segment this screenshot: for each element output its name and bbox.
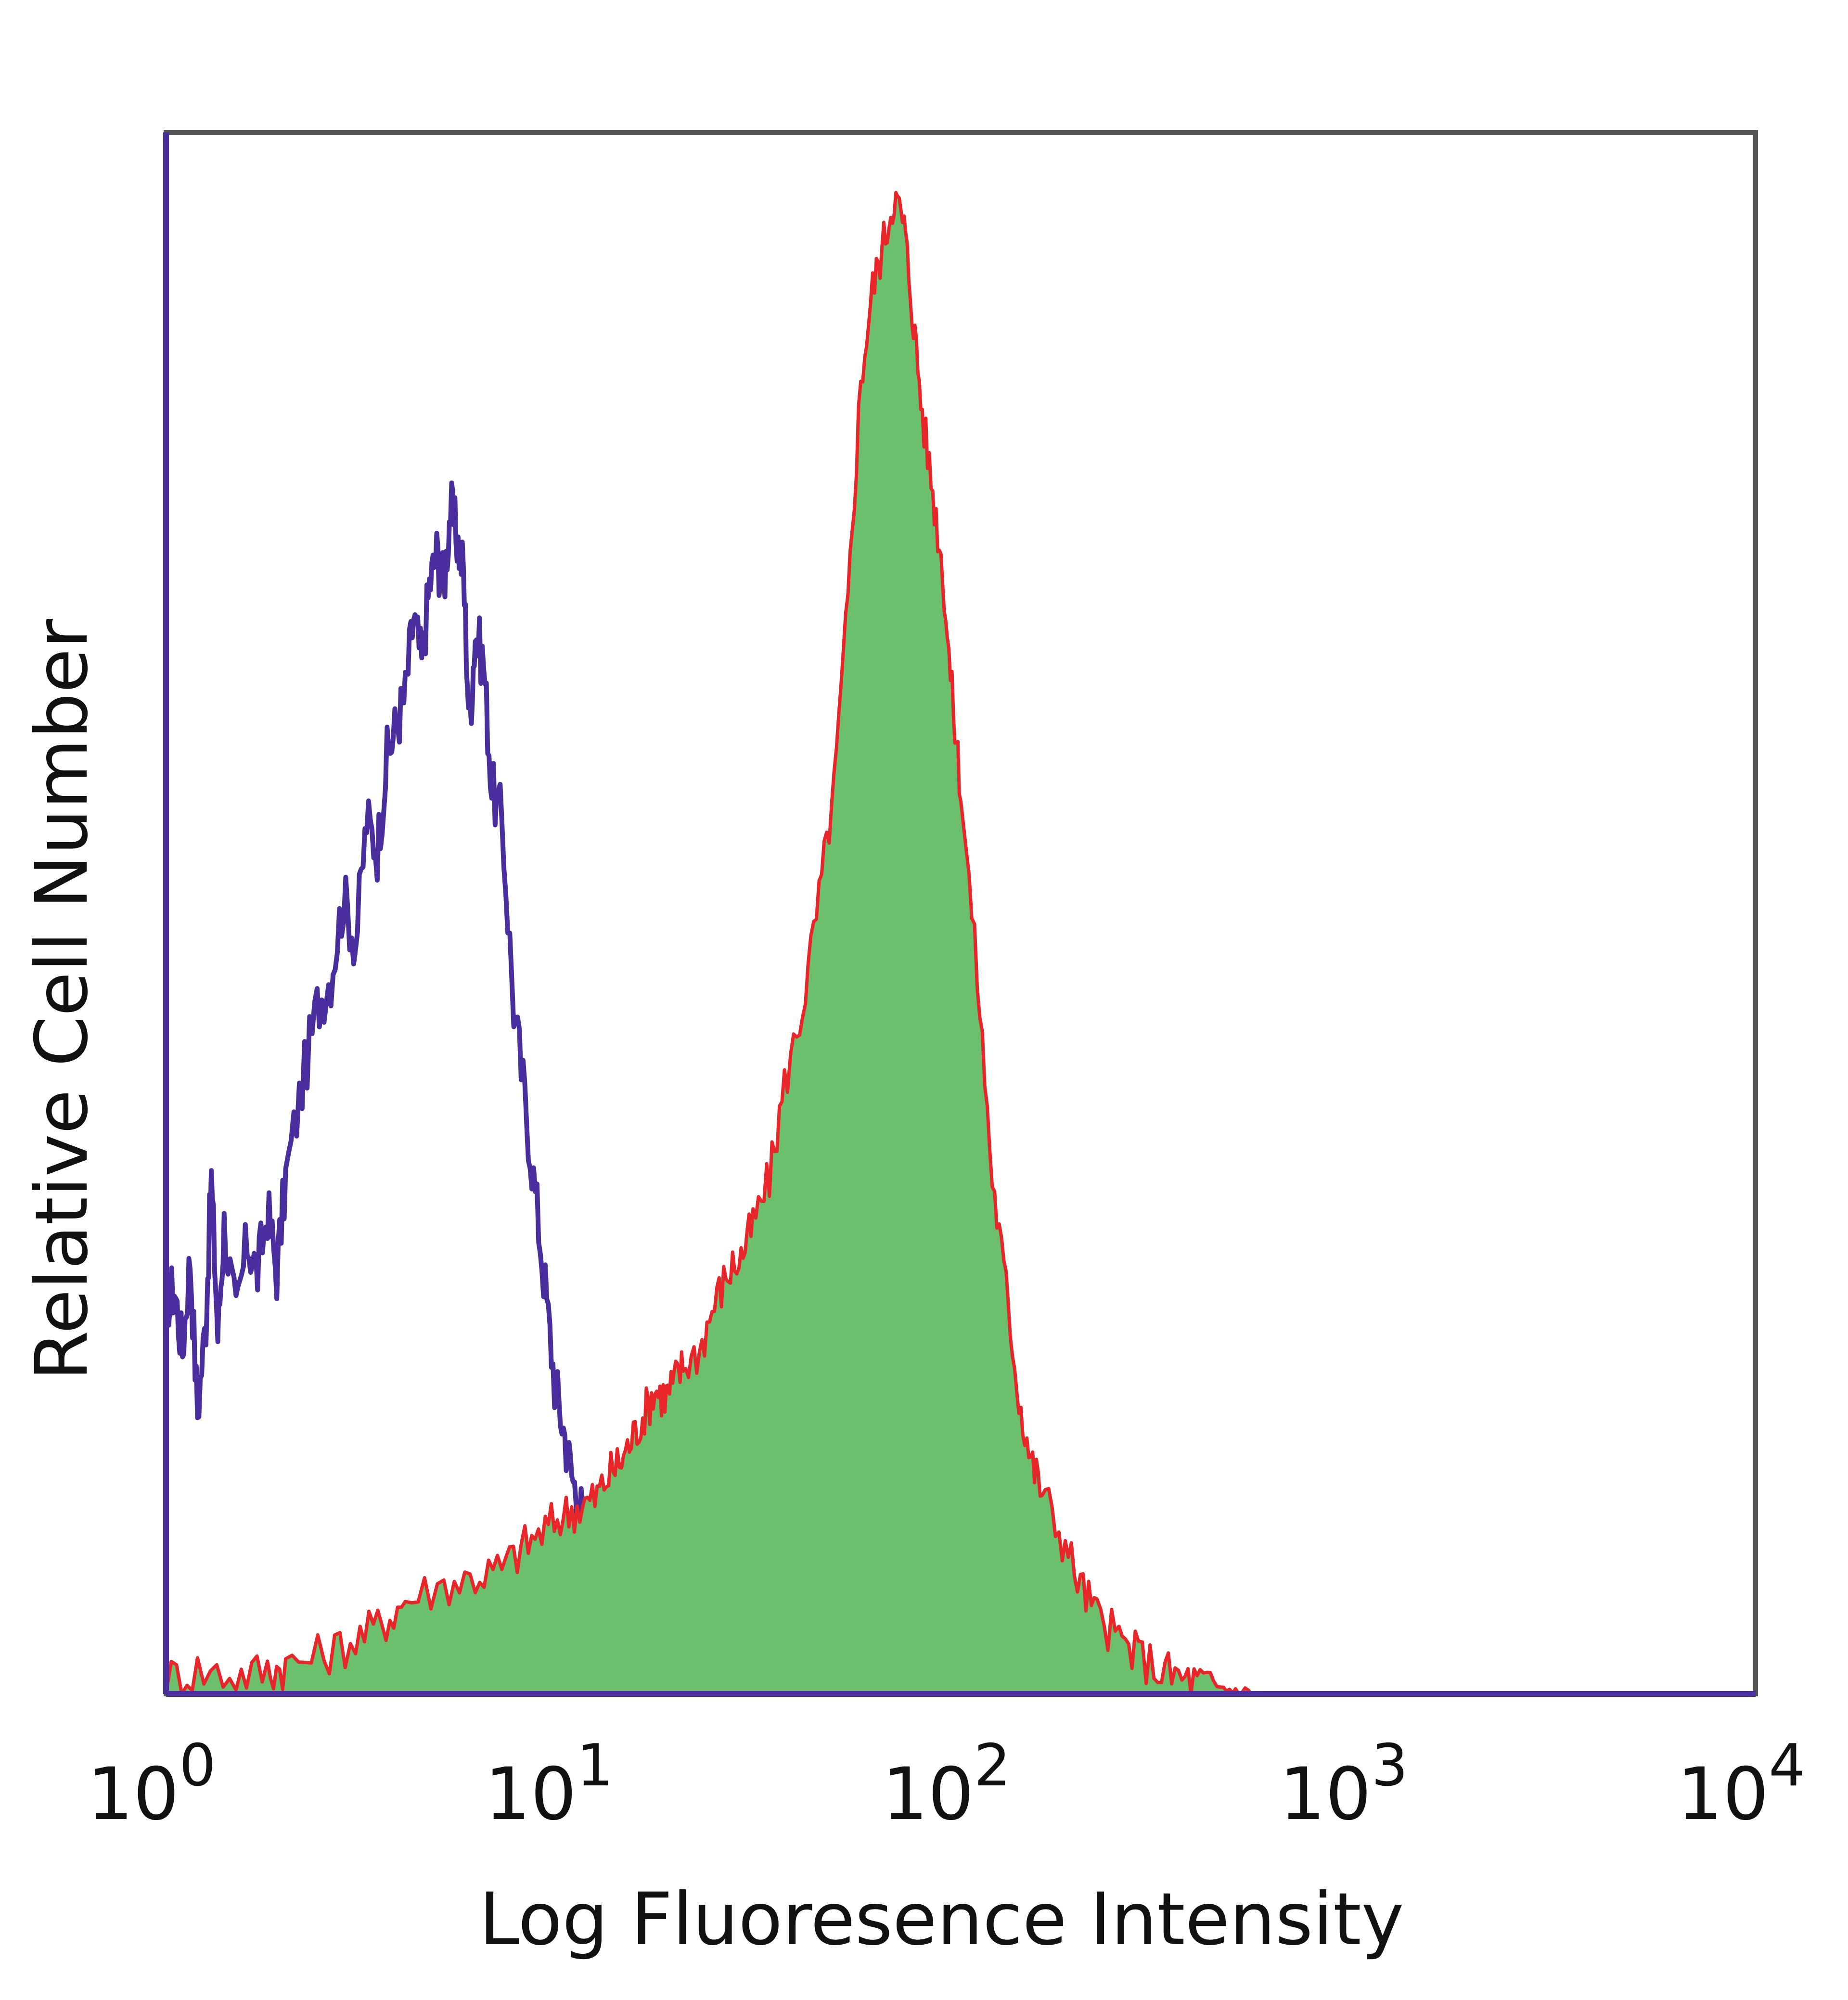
x-tick-exponent: 0 xyxy=(179,1732,216,1799)
y-axis-title: Relative Cell Number xyxy=(20,619,104,1381)
x-tick-base: 10 xyxy=(882,1753,974,1836)
x-axis-title: Log Fluoresence Intensity xyxy=(479,1878,1404,1962)
x-tick-label: 102 xyxy=(882,1732,1011,1836)
x-tick-label: 101 xyxy=(485,1732,613,1836)
x-tick-label: 100 xyxy=(87,1732,216,1836)
x-tick-exponent: 4 xyxy=(1769,1732,1805,1799)
plot-area xyxy=(164,191,1258,1696)
x-tick-base: 10 xyxy=(1280,1753,1372,1836)
x-tick-exponent: 1 xyxy=(577,1732,613,1799)
x-tick-base: 10 xyxy=(87,1753,179,1836)
x-tick-base: 10 xyxy=(485,1753,577,1836)
filled-histogram-outline xyxy=(164,191,1258,1696)
x-tick-exponent: 3 xyxy=(1372,1732,1408,1799)
x-tick-exponent: 2 xyxy=(974,1732,1011,1799)
x-tick-label: 104 xyxy=(1677,1732,1805,1836)
x-tick-label: 103 xyxy=(1280,1732,1408,1836)
x-tick-labels: 100 101 102 103 104 xyxy=(87,1732,1805,1836)
x-tick-base: 10 xyxy=(1677,1753,1769,1836)
filled-histogram-area xyxy=(166,192,1258,1694)
